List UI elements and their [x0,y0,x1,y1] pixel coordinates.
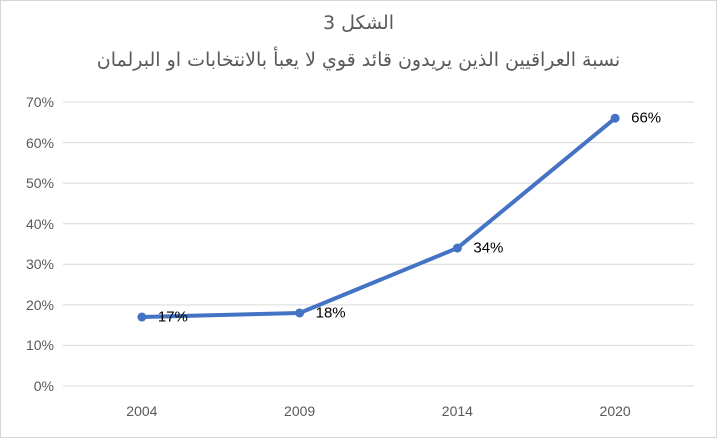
data-point-marker [137,312,147,322]
chart-title: الشكل 3 [322,12,395,34]
y-tick-label: 0% [33,378,54,394]
chart-subtitle: نسبة العراقيين الذين يريدون قائد قوي لا … [96,49,621,71]
y-tick-label: 20% [25,296,54,313]
y-tick-label: 40% [25,215,54,232]
chart-title-block: الشكل 3 نسبة العراقيين الذين يريدون قائد… [1,5,716,79]
x-tick-label: 2009 [284,403,316,419]
data-point-marker [452,243,462,253]
data-point-marker [610,113,620,123]
data-label: 34% [473,239,504,257]
y-tick-label: 50% [25,175,54,192]
series-line [139,116,618,320]
x-tick-label: 2020 [599,403,631,419]
x-tick-label: 2014 [441,403,473,419]
y-tick-label: 60% [25,134,54,151]
data-label: 17% [157,308,188,326]
plot-area [63,101,694,387]
y-tick-label: 10% [25,337,54,354]
data-label: 18% [315,304,346,322]
y-tick-label: 30% [25,256,54,273]
data-point-marker [295,308,305,318]
y-tick-label: 70% [25,94,54,110]
data-label: 66% [631,109,662,127]
x-tick-label: 2004 [126,403,158,419]
